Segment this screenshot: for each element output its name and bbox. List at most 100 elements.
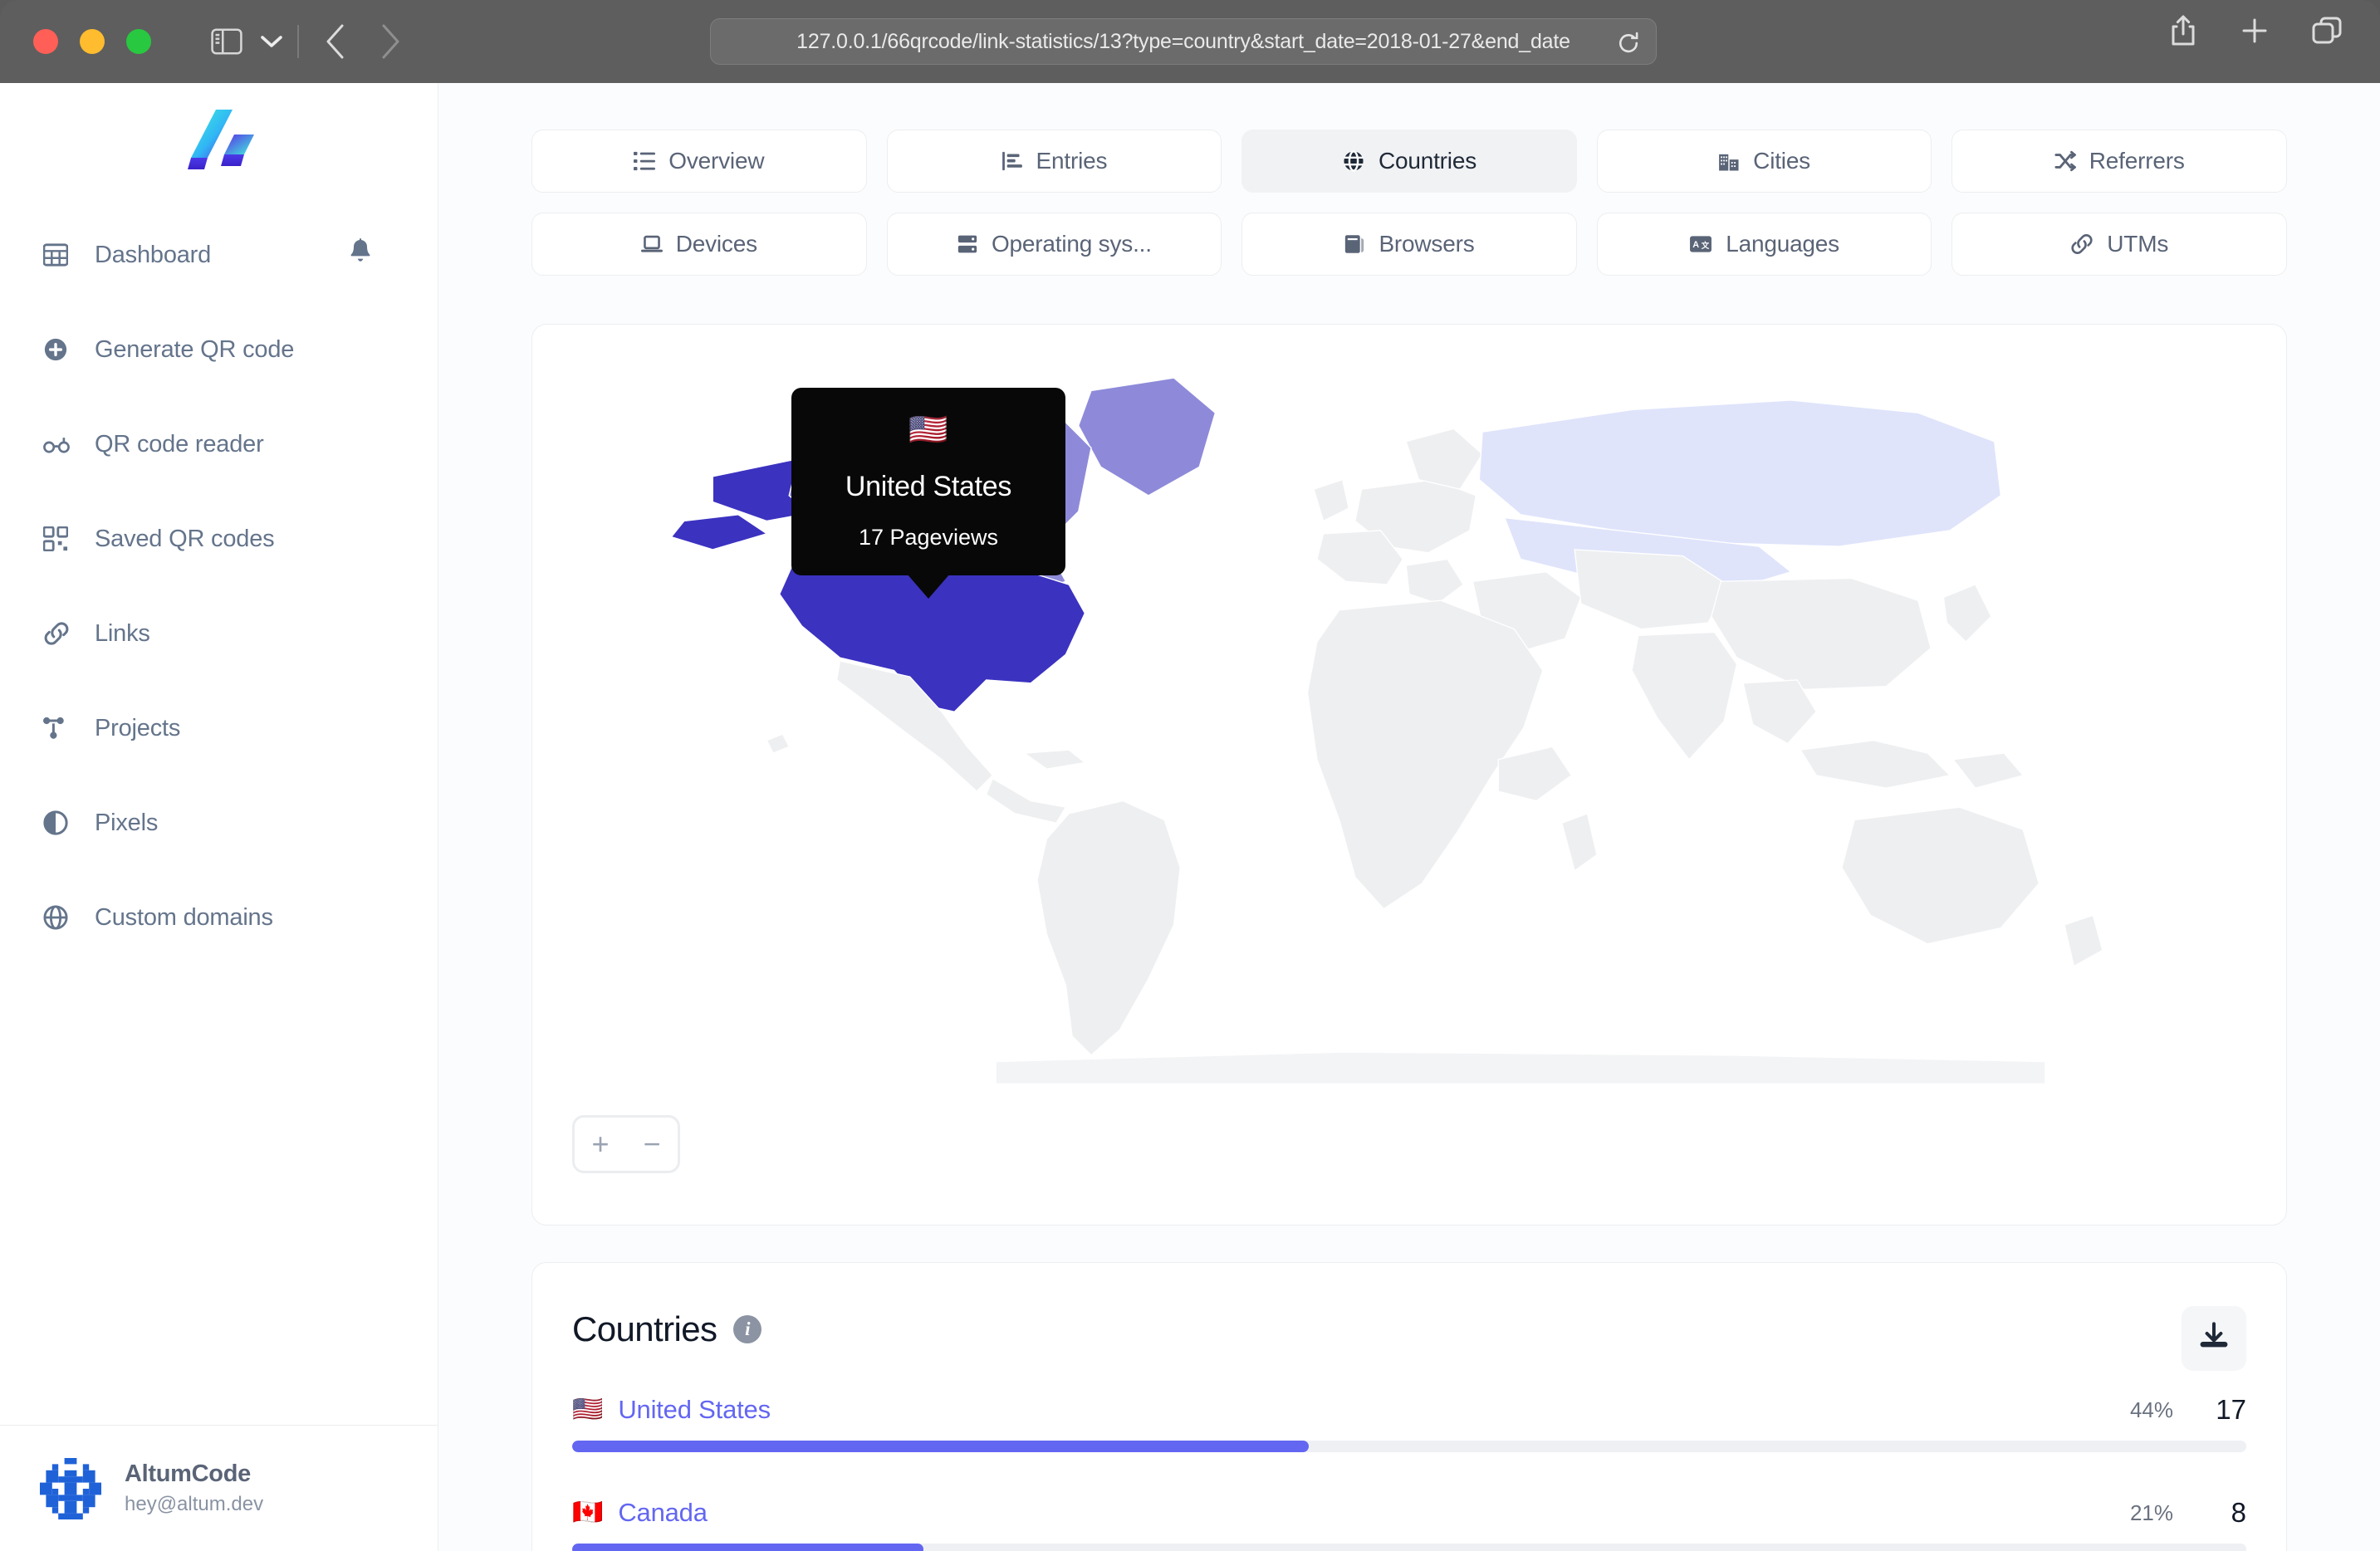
contrast-circle-icon (43, 810, 78, 835)
browser-chrome: 127.0.0.1/66qrcode/link-statistics/13?ty… (0, 0, 2380, 83)
sidebar-item-label: Custom domains (95, 903, 273, 931)
info-icon[interactable]: i (733, 1315, 762, 1343)
tooltip-pageviews: 17 Pageviews (858, 525, 999, 550)
user-email: hey@altum.dev (125, 1493, 264, 1515)
country-flag: 🇺🇸 (908, 413, 948, 448)
world-map-card: 🇺🇸 United States 17 Pageviews + − (531, 324, 2287, 1226)
tab-label: UTMs (2107, 231, 2169, 257)
country-flag: 🇺🇸 (572, 1396, 604, 1423)
laptop-icon (640, 233, 663, 255)
chevron-down-icon[interactable] (261, 35, 282, 48)
main-content: Overview Entries Countries Cities Referr… (438, 83, 2380, 1551)
notification-bell-icon[interactable] (348, 238, 373, 272)
tab-label: Devices (675, 231, 757, 257)
stats-tab-bar: Overview Entries Countries Cities Referr… (531, 83, 2287, 276)
sidebar-item-saved-qr-codes[interactable]: Saved QR codes (0, 492, 438, 586)
server-icon (957, 233, 978, 255)
tab-overview[interactable]: Overview (531, 130, 867, 193)
sidebar-item-links[interactable]: Links (0, 586, 438, 681)
download-button[interactable] (2182, 1306, 2246, 1371)
project-tree-icon (43, 717, 78, 740)
country-name-link[interactable]: United States (618, 1395, 771, 1424)
chrome-toolbar-right (2169, 15, 2342, 46)
qr-code-icon (43, 526, 78, 551)
map-zoom-out-button[interactable]: − (643, 1127, 661, 1161)
map-zoom-controls: + − (572, 1115, 680, 1173)
country-row-header: 🇨🇦 Canada 21% 8 (572, 1497, 2246, 1529)
tab-label: Browsers (1379, 231, 1475, 257)
countries-panel: Countries i 🇺🇸 United States 44 (531, 1262, 2287, 1551)
bar-chart-icon (1001, 150, 1023, 172)
sidebar-item-label: Links (95, 619, 150, 647)
avatar (40, 1457, 101, 1519)
progress-track (572, 1441, 2246, 1452)
country-percent: 44% (2129, 1397, 2173, 1422)
nav-forward-icon[interactable] (380, 24, 400, 59)
tab-label: Entries (1036, 148, 1108, 174)
sidebar-item-pixels[interactable]: Pixels (0, 776, 438, 870)
sidebar-item-dashboard[interactable]: Dashboard (0, 208, 438, 302)
country-count: 8 (2231, 1497, 2246, 1528)
sidebar-item-qr-code-reader[interactable]: QR code reader (0, 397, 438, 492)
sidebar-item-label: QR code reader (95, 430, 264, 457)
countries-header: Countries i (572, 1309, 2246, 1349)
glasses-icon (43, 433, 78, 455)
grid-icon (43, 242, 78, 267)
app-page: Dashboard Generate QR code QR code reade… (0, 83, 2380, 1551)
reload-icon[interactable] (1616, 31, 1641, 56)
globe-icon (43, 905, 78, 930)
tab-countries[interactable]: Countries (1241, 130, 1577, 193)
page-title: Countries (572, 1309, 717, 1348)
progress-fill (572, 1544, 924, 1551)
buildings-icon (1718, 150, 1740, 172)
sidebar: Dashboard Generate QR code QR code reade… (0, 83, 438, 1551)
tooltip-country-name: United States (845, 471, 1012, 502)
tab-label: Referrers (2089, 148, 2185, 174)
tab-operating-systems[interactable]: Operating sys... (886, 213, 1222, 276)
tab-label: Overview (668, 148, 765, 174)
window-traffic-lights (33, 29, 151, 54)
tab-cities[interactable]: Cities (1596, 130, 1932, 193)
nav-back-icon[interactable] (326, 24, 345, 59)
tab-entries[interactable]: Entries (886, 130, 1222, 193)
chrome-divider (297, 25, 299, 58)
address-bar[interactable]: 127.0.0.1/66qrcode/link-statistics/13?ty… (710, 18, 1657, 65)
sidebar-nav: Dashboard Generate QR code QR code reade… (0, 199, 438, 965)
country-count: 17 (2216, 1394, 2246, 1425)
close-window-button[interactable] (33, 29, 58, 54)
tab-browsers[interactable]: Browsers (1241, 213, 1577, 276)
minimize-window-button[interactable] (80, 29, 105, 54)
country-name-link[interactable]: Canada (618, 1498, 708, 1527)
list-icon (634, 150, 656, 172)
table-row: 🇨🇦 Canada 21% 8 (572, 1497, 2246, 1551)
sidebar-toggle-icon[interactable] (211, 28, 242, 55)
table-row: 🇺🇸 United States 44% 17 (572, 1394, 2246, 1452)
sidebar-item-generate-qr-code[interactable]: Generate QR code (0, 302, 438, 397)
svg-text:文: 文 (1701, 241, 1710, 251)
sidebar-item-label: Projects (95, 714, 181, 741)
sidebar-item-custom-domains[interactable]: Custom domains (0, 870, 438, 965)
user-profile[interactable]: AltumCode hey@altum.dev (0, 1425, 438, 1551)
download-icon (2197, 1320, 2231, 1358)
sidebar-item-label: Saved QR codes (95, 525, 275, 552)
sidebar-item-label: Dashboard (95, 241, 212, 268)
tab-overview-icon[interactable] (2312, 17, 2342, 45)
sidebar-item-projects[interactable]: Projects (0, 681, 438, 776)
plus-circle-icon (43, 337, 78, 362)
map-zoom-in-button[interactable]: + (591, 1127, 610, 1161)
brand-logo[interactable] (0, 83, 438, 199)
user-name: AltumCode (125, 1460, 251, 1487)
share-icon[interactable] (2169, 15, 2197, 46)
svg-text:A: A (1693, 240, 1700, 250)
map-tooltip: 🇺🇸 United States 17 Pageviews (791, 388, 1065, 575)
country-percent: 21% (2129, 1500, 2173, 1525)
tab-utms[interactable]: UTMs (1952, 213, 2287, 276)
tab-label: Cities (1753, 148, 1810, 174)
sidebar-item-label: Pixels (95, 809, 159, 836)
tab-devices[interactable]: Devices (531, 213, 867, 276)
new-tab-icon[interactable] (2240, 17, 2269, 45)
maximize-window-button[interactable] (126, 29, 151, 54)
country-flag: 🇨🇦 (572, 1499, 604, 1526)
tab-referrers[interactable]: Referrers (1952, 130, 2287, 193)
